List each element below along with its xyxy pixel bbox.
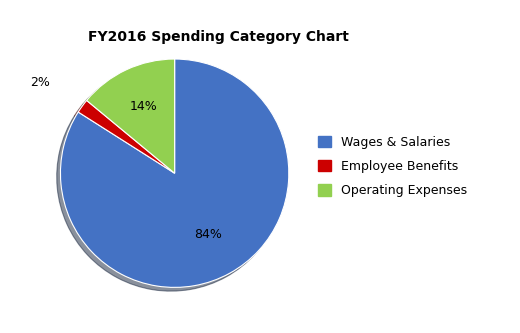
Text: FY2016 Spending Category Chart: FY2016 Spending Category Chart <box>88 30 349 44</box>
Text: 2%: 2% <box>30 76 49 89</box>
Text: 14%: 14% <box>129 100 157 113</box>
Text: 84%: 84% <box>194 228 222 241</box>
Legend: Wages & Salaries, Employee Benefits, Operating Expenses: Wages & Salaries, Employee Benefits, Ope… <box>318 136 467 197</box>
Wedge shape <box>78 101 175 173</box>
Wedge shape <box>87 59 175 173</box>
Wedge shape <box>60 59 289 287</box>
